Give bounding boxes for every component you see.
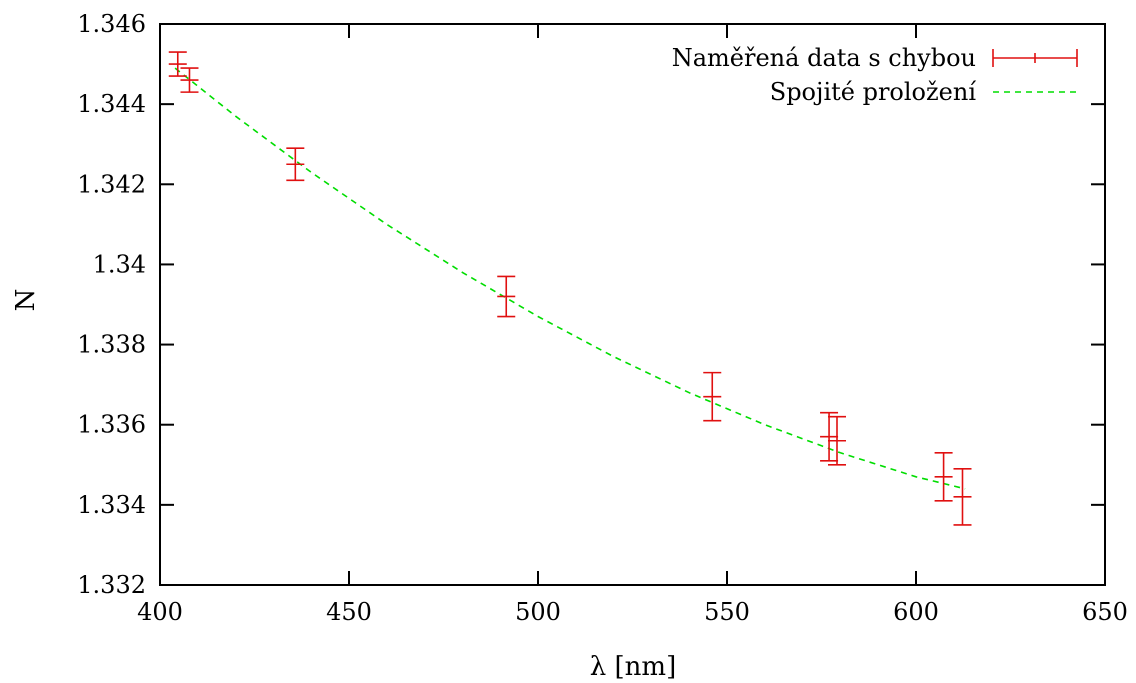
legend-label-fit: Spojité proložení bbox=[770, 78, 977, 106]
y-tick-label: 1.34 bbox=[93, 250, 146, 278]
x-tick-label: 400 bbox=[137, 598, 183, 626]
x-tick-label: 650 bbox=[1082, 598, 1128, 626]
y-tick-label: 1.336 bbox=[77, 411, 146, 439]
x-axis-label: λ [nm] bbox=[590, 652, 676, 682]
data-point-5 bbox=[703, 371, 722, 422]
data-point-8 bbox=[934, 451, 953, 502]
fit-curve bbox=[174, 67, 966, 490]
x-tick-label: 500 bbox=[515, 598, 561, 626]
x-tick-label: 600 bbox=[893, 598, 939, 626]
y-tick-label: 1.338 bbox=[77, 331, 146, 359]
data-point-2 bbox=[180, 67, 199, 93]
y-tick-label: 1.346 bbox=[77, 10, 146, 38]
data-point-7 bbox=[827, 415, 846, 466]
y-tick-label: 1.344 bbox=[77, 90, 146, 118]
y-axis-label: N bbox=[11, 289, 41, 312]
data-point-6 bbox=[820, 411, 839, 462]
data-point-3 bbox=[286, 147, 305, 182]
x-tick-label: 550 bbox=[704, 598, 750, 626]
y-tick-label: 1.332 bbox=[77, 571, 146, 599]
plot-frame bbox=[159, 23, 1106, 586]
legend-label-data: Naměřená data s chybou bbox=[672, 44, 976, 72]
data-point-4 bbox=[497, 275, 516, 318]
y-tick-label: 1.342 bbox=[77, 170, 146, 198]
x-tick-label: 450 bbox=[326, 598, 372, 626]
data-point-9 bbox=[953, 467, 972, 526]
data-point-1 bbox=[168, 51, 187, 77]
y-tick-label: 1.334 bbox=[77, 491, 146, 519]
